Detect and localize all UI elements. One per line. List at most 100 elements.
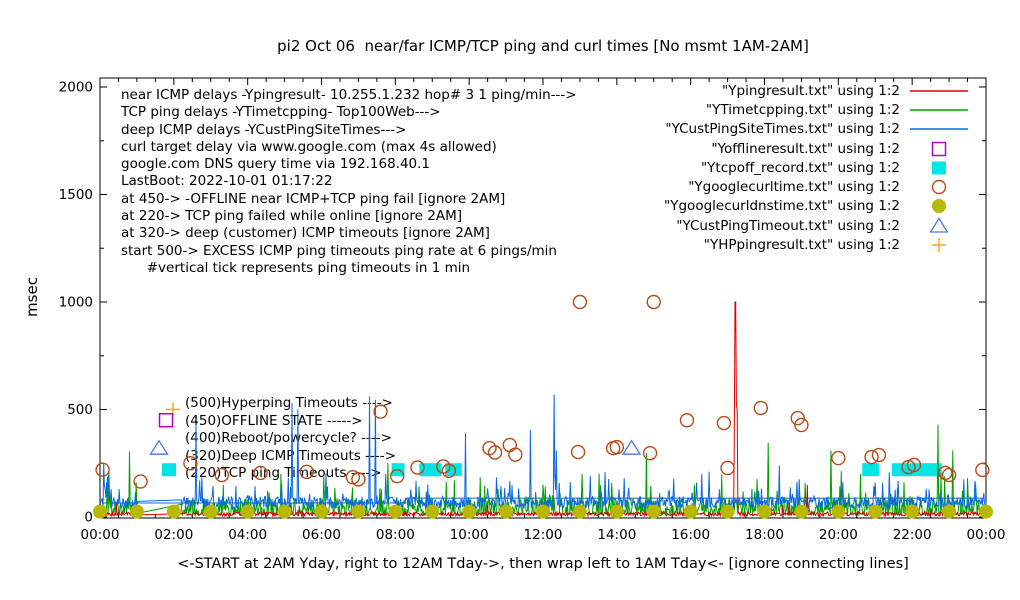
open-circle-marker: [572, 294, 588, 310]
legend-sample-filled-circle: [900, 197, 978, 215]
open-circle-marker: [508, 447, 523, 462]
mid-annotation: (220)TCP ping Timeouts ---->: [185, 465, 382, 481]
x-tick-label: 16:00: [671, 527, 710, 543]
x-tick-label: 08:00: [376, 527, 415, 543]
legend-label: "YTimetcpping.txt" using 1:2: [705, 101, 900, 118]
open-circle-marker: [941, 467, 957, 483]
filled-circle-marker: [129, 504, 144, 519]
legend-sample-glyph: [931, 179, 947, 195]
filled-circle-marker: [942, 504, 957, 519]
legend-entry: "Yofflineresult.txt" using 1:2: [500, 139, 978, 158]
legend: "Ypingresult.txt" using 1:2 "YTimetcpping…: [500, 81, 978, 255]
legend-sample-glyph: [932, 199, 946, 214]
open-circle-marker: [679, 413, 695, 428]
open-triangle-marker: [149, 439, 169, 455]
x-tick-label: 22:00: [893, 527, 932, 543]
x-tick-label: 04:00: [228, 527, 267, 543]
annotation-line: at 320-> deep (customer) ICMP timeouts […: [121, 225, 490, 242]
legend-label: "Yofflineresult.txt" using 1:2: [711, 140, 900, 157]
annotation-line: at 220-> TCP ping failed while online [i…: [121, 208, 463, 225]
filled-circle-marker: [277, 504, 292, 519]
legend-label: "Ygooglecurltime.txt" using 1:2: [688, 179, 900, 196]
filled-circle-marker: [314, 504, 329, 519]
filled-circle-marker: [425, 504, 440, 519]
filled-circle-marker: [932, 199, 946, 214]
x-tick-label: 18:00: [745, 527, 784, 543]
legend-sample-open-circle: [900, 178, 978, 196]
x-tick-label: 14:00: [597, 527, 636, 543]
filled-circle-marker: [720, 504, 735, 519]
chart-title: pi2 Oct 06 near/far ICMP/TCP ping and cu…: [277, 37, 809, 55]
filled-circle-marker: [240, 504, 255, 519]
annotation-line: google.com DNS query time via 192.168.40…: [121, 156, 431, 173]
legend-entry: "YCustPingTimeout.txt" using 1:2: [500, 216, 978, 235]
filled-circle-marker: [499, 504, 514, 519]
open-circle-marker: [790, 410, 805, 426]
open-circle-marker: [938, 465, 953, 481]
legend-sample-filled-square: [900, 159, 978, 177]
open-circle-marker: [389, 468, 405, 484]
legend-sample-glyph: [910, 128, 968, 131]
open-circle-marker: [487, 445, 503, 460]
legend-sample-line: [900, 106, 978, 114]
filled-circle-marker: [388, 504, 403, 519]
legend-label: "YCustPingSiteTimes.txt" using 1:2: [665, 121, 900, 138]
legend-label: "YCustPingTimeout.txt" using 1:2: [676, 217, 900, 234]
legend-sample-plus: [900, 236, 978, 254]
annotation-line: LastBoot: 2022-10-01 01:17:22: [121, 173, 333, 190]
open-circle-marker: [133, 474, 148, 489]
legend-entry: "YHPpingresult.txt" using 1:2: [500, 235, 978, 254]
filled-circle-marker: [166, 504, 181, 519]
open-circle-marker: [253, 465, 268, 481]
tcp-timeout-segment: [419, 463, 442, 477]
legend-sample-line: [900, 87, 978, 95]
mid-annotation: (320)Deep ICMP Timeouts ---->: [185, 448, 396, 464]
x-tick-label: 00:00: [967, 527, 1006, 543]
open-circle-marker: [720, 460, 735, 476]
filled-circle-marker: [646, 504, 661, 519]
legend-sample-glyph: [932, 238, 946, 253]
filled-circle-marker: [536, 504, 550, 519]
open-circle-marker: [794, 417, 809, 433]
filled-circle-marker: [905, 504, 920, 519]
open-circle-marker: [351, 472, 366, 487]
mid-annotation: (500)Hyperping Timeouts ---->: [185, 395, 393, 411]
annotation-line: curl target delay via www.google.com (ma…: [121, 138, 497, 155]
open-circle-marker: [871, 447, 887, 463]
y-tick-label: 2000: [59, 80, 93, 96]
legend-sample-glyph: [930, 216, 948, 233]
open-circle-marker: [753, 400, 769, 416]
open-circle-marker: [95, 462, 110, 477]
filled-circle-marker: [609, 504, 624, 519]
annotation-line: #vertical tick represents ping timeouts …: [121, 259, 471, 276]
legend-entry: "Ytcpoff_record.txt" using 1:2: [500, 158, 978, 177]
y-tick-label: 1000: [59, 295, 93, 311]
mid-annotation: (450)OFFLINE STATE ----->: [185, 413, 363, 429]
y-tick-label: 0: [84, 510, 93, 526]
open-circle-marker: [373, 404, 388, 419]
legend-label: "Ygooglecurldnstime.txt" using 1:2: [664, 198, 900, 215]
open-circle-marker: [906, 457, 922, 473]
filled-circle-marker: [203, 504, 218, 519]
legend-sample-glyph: [910, 89, 968, 92]
annotation-line: deep ICMP delays -YCustPingSiteTimes--->: [121, 121, 407, 138]
x-tick-label: 10:00: [450, 527, 489, 543]
x-tick-label: 06:00: [302, 527, 341, 543]
filled-circle-marker: [351, 504, 366, 519]
filled-circle-marker: [794, 504, 809, 519]
x-tick-label: 00:00: [81, 527, 120, 543]
open-circle-marker: [299, 464, 314, 480]
x-tick-label: 20:00: [819, 527, 858, 543]
y-tick-label: 1500: [59, 187, 93, 203]
open-circle-marker: [864, 449, 879, 465]
legend-sample-line: [900, 125, 978, 133]
filled-circle-marker: [868, 504, 883, 519]
open-square-marker: [158, 413, 174, 428]
legend-entry: "Ygooglecurltime.txt" using 1:2: [500, 177, 978, 196]
open-circle-marker: [502, 437, 517, 453]
legend-sample-open-square: [900, 140, 978, 158]
legend-sample-glyph: [932, 161, 946, 175]
filled-circle-marker: [93, 504, 107, 519]
legend-label: "YHPpingresult.txt" using 1:2: [703, 237, 900, 254]
